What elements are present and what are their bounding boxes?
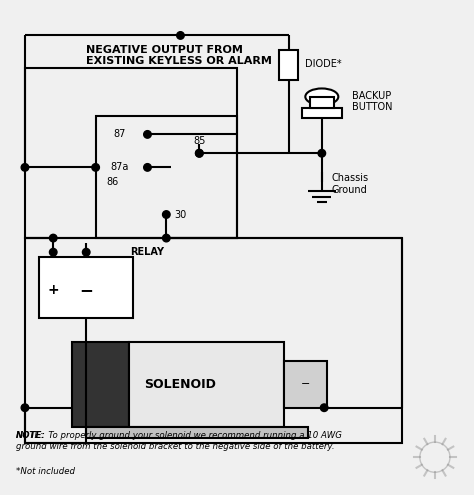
Text: NOTE:  To properly ground your solenoid we recommend running a 10 AWG
ground wir: NOTE: To properly ground your solenoid w… — [16, 431, 341, 450]
Circle shape — [163, 234, 170, 242]
Circle shape — [144, 164, 151, 171]
Text: DIODE*: DIODE* — [305, 59, 342, 69]
Bar — [39, 257, 133, 318]
Text: NOTE:: NOTE: — [16, 431, 46, 440]
Text: 87a: 87a — [110, 162, 128, 172]
Bar — [302, 108, 342, 118]
Text: 87: 87 — [113, 129, 126, 140]
Circle shape — [144, 131, 151, 138]
Text: NEGATIVE OUTPUT FROM
EXISTING KEYLESS OR ALARM: NEGATIVE OUTPUT FROM EXISTING KEYLESS OR… — [86, 45, 272, 66]
Circle shape — [196, 149, 203, 157]
Circle shape — [21, 404, 29, 411]
Circle shape — [163, 211, 170, 218]
Ellipse shape — [305, 89, 338, 105]
Bar — [279, 50, 298, 80]
Circle shape — [92, 164, 100, 171]
Text: −: − — [79, 281, 93, 299]
Circle shape — [49, 234, 57, 242]
Text: Chassis
Ground: Chassis Ground — [331, 173, 368, 195]
Bar — [96, 115, 237, 238]
Text: *Not included: *Not included — [16, 467, 74, 476]
Text: +: + — [47, 283, 59, 297]
Text: −: − — [301, 379, 310, 389]
Circle shape — [21, 164, 29, 171]
Circle shape — [49, 248, 57, 256]
Circle shape — [196, 149, 203, 157]
Text: RELAY: RELAY — [130, 248, 164, 257]
Circle shape — [320, 404, 328, 411]
Text: 30: 30 — [174, 209, 187, 219]
Circle shape — [82, 248, 90, 256]
Text: 85: 85 — [193, 137, 206, 147]
Bar — [86, 427, 308, 439]
Circle shape — [177, 32, 184, 39]
Bar — [310, 97, 334, 108]
Text: BACKUP
BUTTON: BACKUP BUTTON — [353, 91, 393, 112]
Bar — [25, 238, 402, 443]
Text: 86: 86 — [106, 177, 118, 187]
Circle shape — [318, 149, 326, 157]
Text: SOLENOID: SOLENOID — [145, 378, 217, 391]
Bar — [128, 342, 284, 427]
Bar — [284, 360, 327, 408]
Bar — [25, 68, 237, 238]
Bar — [72, 342, 128, 427]
